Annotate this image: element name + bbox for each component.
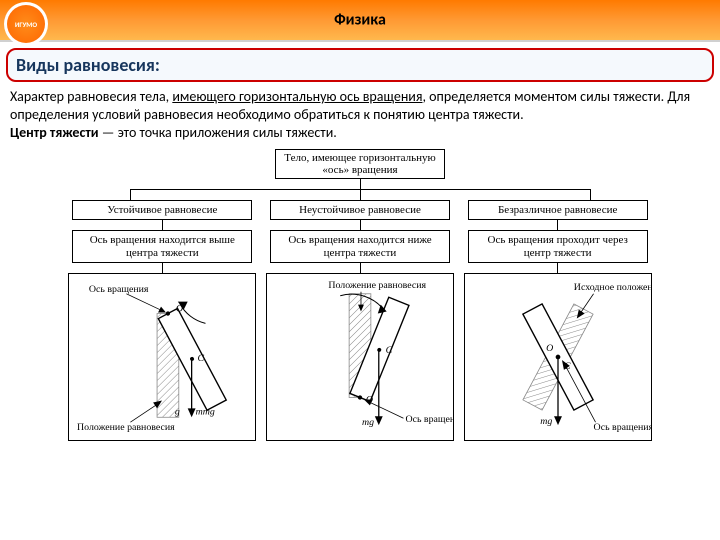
- svg-text:O: O: [546, 344, 553, 355]
- v: [162, 263, 163, 273]
- figure-2: O C mg⃗ Положение равновесия Ось вращени…: [266, 273, 454, 441]
- section-heading-text: Виды равновесия:: [16, 54, 160, 76]
- t2: имеющего горизонтальную ось вращения: [172, 88, 422, 105]
- type-box-2: Неустойчивое равновесие: [270, 200, 450, 221]
- header-bar: ИГУМО Физика: [0, 0, 720, 42]
- logo-text: ИГУМО: [7, 5, 45, 43]
- svg-text:mg⃗: mg⃗: [540, 417, 560, 428]
- svg-text:Ось вращения: Ось вращения: [89, 284, 149, 295]
- t3: , определяется: [423, 88, 511, 105]
- v: [360, 263, 361, 273]
- col-3: Безразличное равновесие Ось вращения про…: [463, 200, 653, 442]
- connector: [68, 179, 653, 189]
- v: [557, 220, 558, 230]
- svg-text:Положение равновесия: Положение равновесия: [328, 280, 426, 291]
- cond-box-3: Ось вращения проходит через центр тяжест…: [468, 230, 648, 263]
- svg-text:mmg: mmg: [196, 407, 215, 418]
- cond-box-2: Ось вращения находится ниже центра тяжес…: [270, 230, 450, 263]
- v: [360, 220, 361, 230]
- drops: [68, 190, 653, 200]
- svg-text:mg⃗: mg⃗: [362, 418, 382, 429]
- t1: Характер равновесия тела,: [10, 88, 172, 105]
- page-title: Физика: [334, 11, 386, 30]
- svg-text:Ось вращения: Ось вращения: [593, 423, 650, 434]
- t6: — это точка приложения силы тяжести.: [99, 124, 337, 141]
- svg-text:Ось вращения: Ось вращения: [405, 415, 453, 426]
- svg-text:C: C: [386, 346, 393, 357]
- intro-paragraph: Характер равновесия тела, имеющего гориз…: [0, 86, 720, 147]
- section-heading: Виды равновесия:: [6, 48, 714, 82]
- svg-text:C: C: [198, 353, 205, 364]
- v: [557, 263, 558, 273]
- row-types: Устойчивое равновесие Ось вращения наход…: [68, 200, 653, 442]
- figure-3: O C mg⃗ Исходное положение Ось вращения: [464, 273, 652, 441]
- col-2: Неустойчивое равновесие Ось вращения нах…: [265, 200, 455, 442]
- figure-1: O C mmg g⃗ Ось вращения Положение равнов…: [68, 273, 256, 441]
- type-box-1: Устойчивое равновесие: [72, 200, 252, 221]
- logo: ИГУМО: [4, 2, 48, 46]
- root-node: Тело, имеющее горизонтальную «ось» враще…: [275, 149, 445, 179]
- equilibrium-diagram: Тело, имеющее горизонтальную «ось» враще…: [68, 149, 653, 442]
- type-box-3: Безразличное равновесие: [468, 200, 648, 221]
- v: [162, 220, 163, 230]
- svg-text:Исходное положение: Исходное положение: [573, 282, 650, 293]
- svg-text:g⃗: g⃗: [175, 407, 188, 418]
- cond-box-1: Ось вращения находится выше центра тяжес…: [72, 230, 252, 263]
- t5: Центр тяжести: [10, 124, 99, 141]
- svg-text:Положение равновесия: Положение равновесия: [77, 423, 175, 434]
- col-1: Устойчивое равновесие Ось вращения наход…: [68, 200, 258, 442]
